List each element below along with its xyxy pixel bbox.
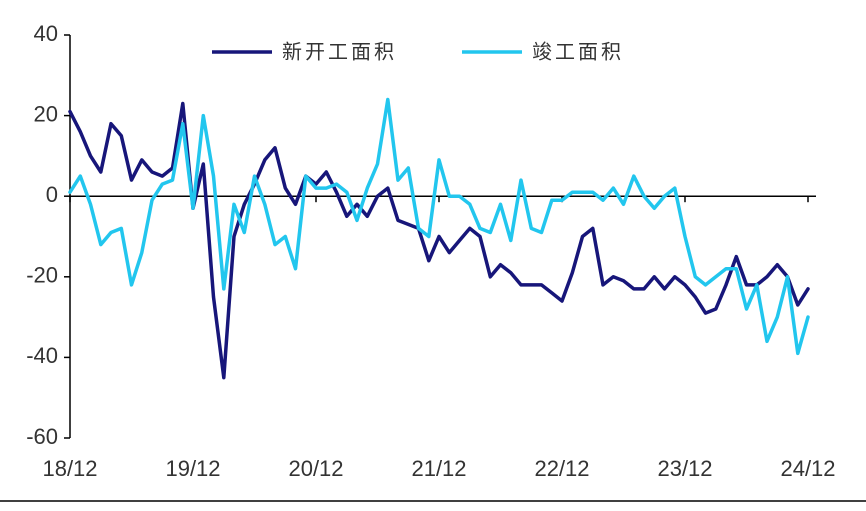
- y-tick-label: 20: [34, 101, 58, 126]
- y-tick-label: -40: [26, 343, 58, 368]
- x-tick-label: 18/12: [42, 456, 97, 481]
- x-tick-label: 24/12: [780, 456, 835, 481]
- y-tick-label: 40: [34, 21, 58, 46]
- x-tick-label: 23/12: [657, 456, 712, 481]
- legend-label: 竣工面积: [532, 40, 624, 64]
- y-tick-label: -60: [26, 424, 58, 449]
- x-tick-label: 21/12: [411, 456, 466, 481]
- x-tick-label: 20/12: [288, 456, 343, 481]
- x-tick-label: 22/12: [534, 456, 589, 481]
- y-tick-label: -20: [26, 263, 58, 288]
- line-series: [68, 97, 810, 356]
- legend-label: 新开工面积: [282, 40, 397, 64]
- x-tick-label: 19/12: [165, 456, 220, 481]
- y-tick-label: 0: [46, 182, 58, 207]
